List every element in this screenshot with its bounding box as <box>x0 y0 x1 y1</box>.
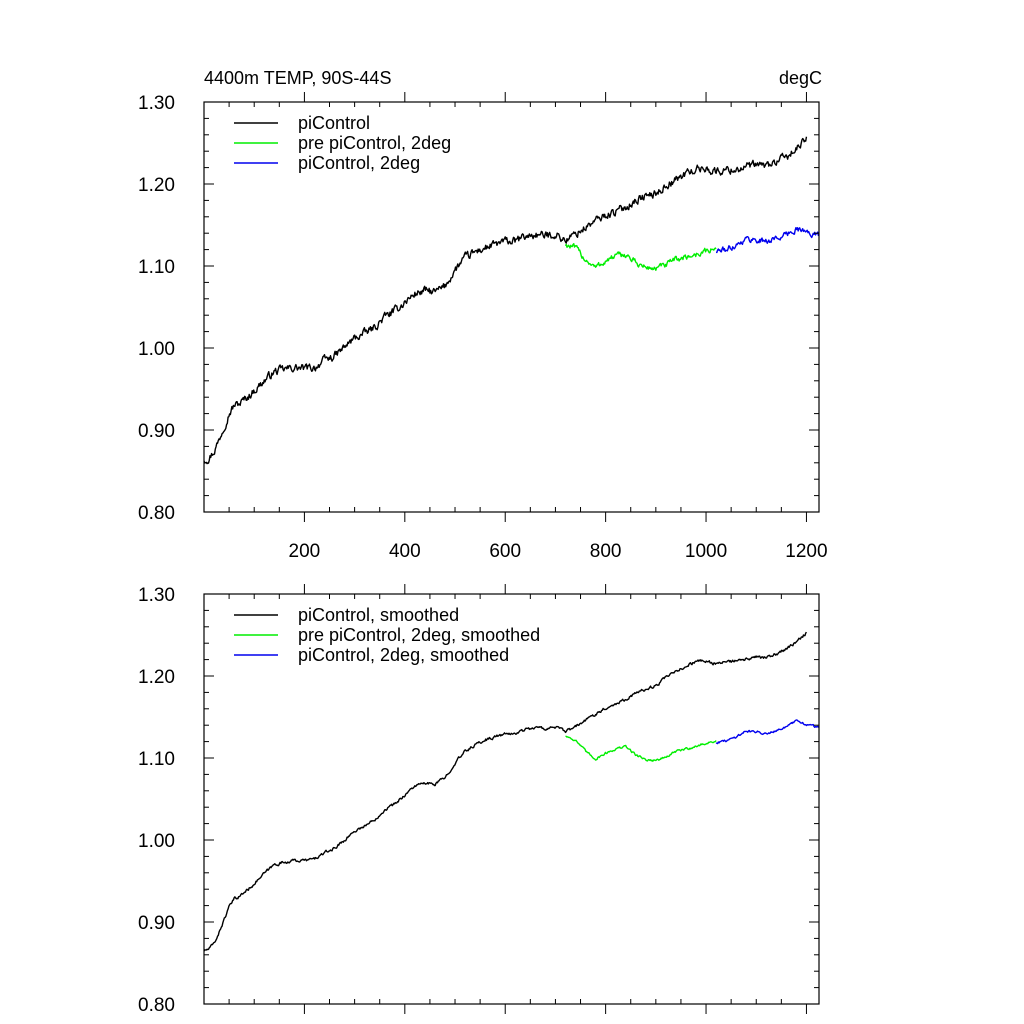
top-xtick-label: 800 <box>590 541 622 562</box>
units-label: degC <box>779 68 822 88</box>
top-label-layer: 0.80 0.90 1.00 1.10 1.20 1.30 200 400 600 800 1000… <box>138 93 828 562</box>
top-ytick-label: 0.80 <box>138 503 175 524</box>
bottom-series-layer <box>203 631 820 952</box>
top-series-line-3 <box>715 227 820 254</box>
top-series-line-2 <box>564 243 717 271</box>
top-xtick-label: 1000 <box>685 541 727 562</box>
top-xtick-label: 400 <box>389 541 421 562</box>
bottom-ytick-label: 1.30 <box>138 585 175 606</box>
top-ytick-label: 1.30 <box>138 93 175 114</box>
bottom-ytick-label: 1.20 <box>138 667 175 688</box>
bottom-ytick-label: 0.90 <box>138 913 175 934</box>
top-xtick-label: 200 <box>289 541 321 562</box>
top-ytick-label: 1.20 <box>138 175 175 196</box>
bottom-series-line-1 <box>203 631 808 952</box>
bottom-tick-layer <box>204 584 819 1014</box>
bottom-series-line-2 <box>565 735 717 762</box>
bottom-label-layer: 0.80 0.90 1.00 1.10 1.20 1.30 <box>138 585 175 1016</box>
bottom-ytick-label: 0.80 <box>138 995 175 1016</box>
top-series-layer <box>203 136 820 465</box>
top-ytick-label: 1.10 <box>138 257 175 278</box>
top-legend-label-3: piControl, 2deg <box>298 153 420 173</box>
bottom-panel: 0.80 0.90 1.00 1.10 1.20 1.30 piControl, smoo… <box>138 584 820 1016</box>
bottom-legend-label-1: piControl, smoothed <box>298 605 459 625</box>
top-panel: 0.80 0.90 1.00 1.10 1.20 1.30 200 400 600 800 1000… <box>138 92 828 562</box>
bottom-ytick-label: 1.00 <box>138 831 175 852</box>
figure-title: 4400m TEMP, 90S-44S <box>204 68 391 88</box>
top-ytick-label: 0.90 <box>138 421 175 442</box>
top-xtick-label: 600 <box>489 541 521 562</box>
bottom-legend-label-2: pre piControl, 2deg, smoothed <box>298 625 540 645</box>
top-tick-layer <box>204 92 819 522</box>
bottom-legend-label-3: piControl, 2deg, smoothed <box>298 645 509 665</box>
bottom-ytick-label: 1.10 <box>138 749 175 770</box>
bottom-series-line-3 <box>715 719 820 745</box>
top-series-line-1 <box>203 136 808 465</box>
bottom-plot-frame <box>203 593 820 1005</box>
top-plot-frame <box>203 101 820 513</box>
top-ytick-label: 1.00 <box>138 339 175 360</box>
top-xtick-label: 1200 <box>785 541 827 562</box>
top-legend-label-1: piControl <box>298 113 370 133</box>
top-legend-label-2: pre piControl, 2deg <box>298 133 451 153</box>
